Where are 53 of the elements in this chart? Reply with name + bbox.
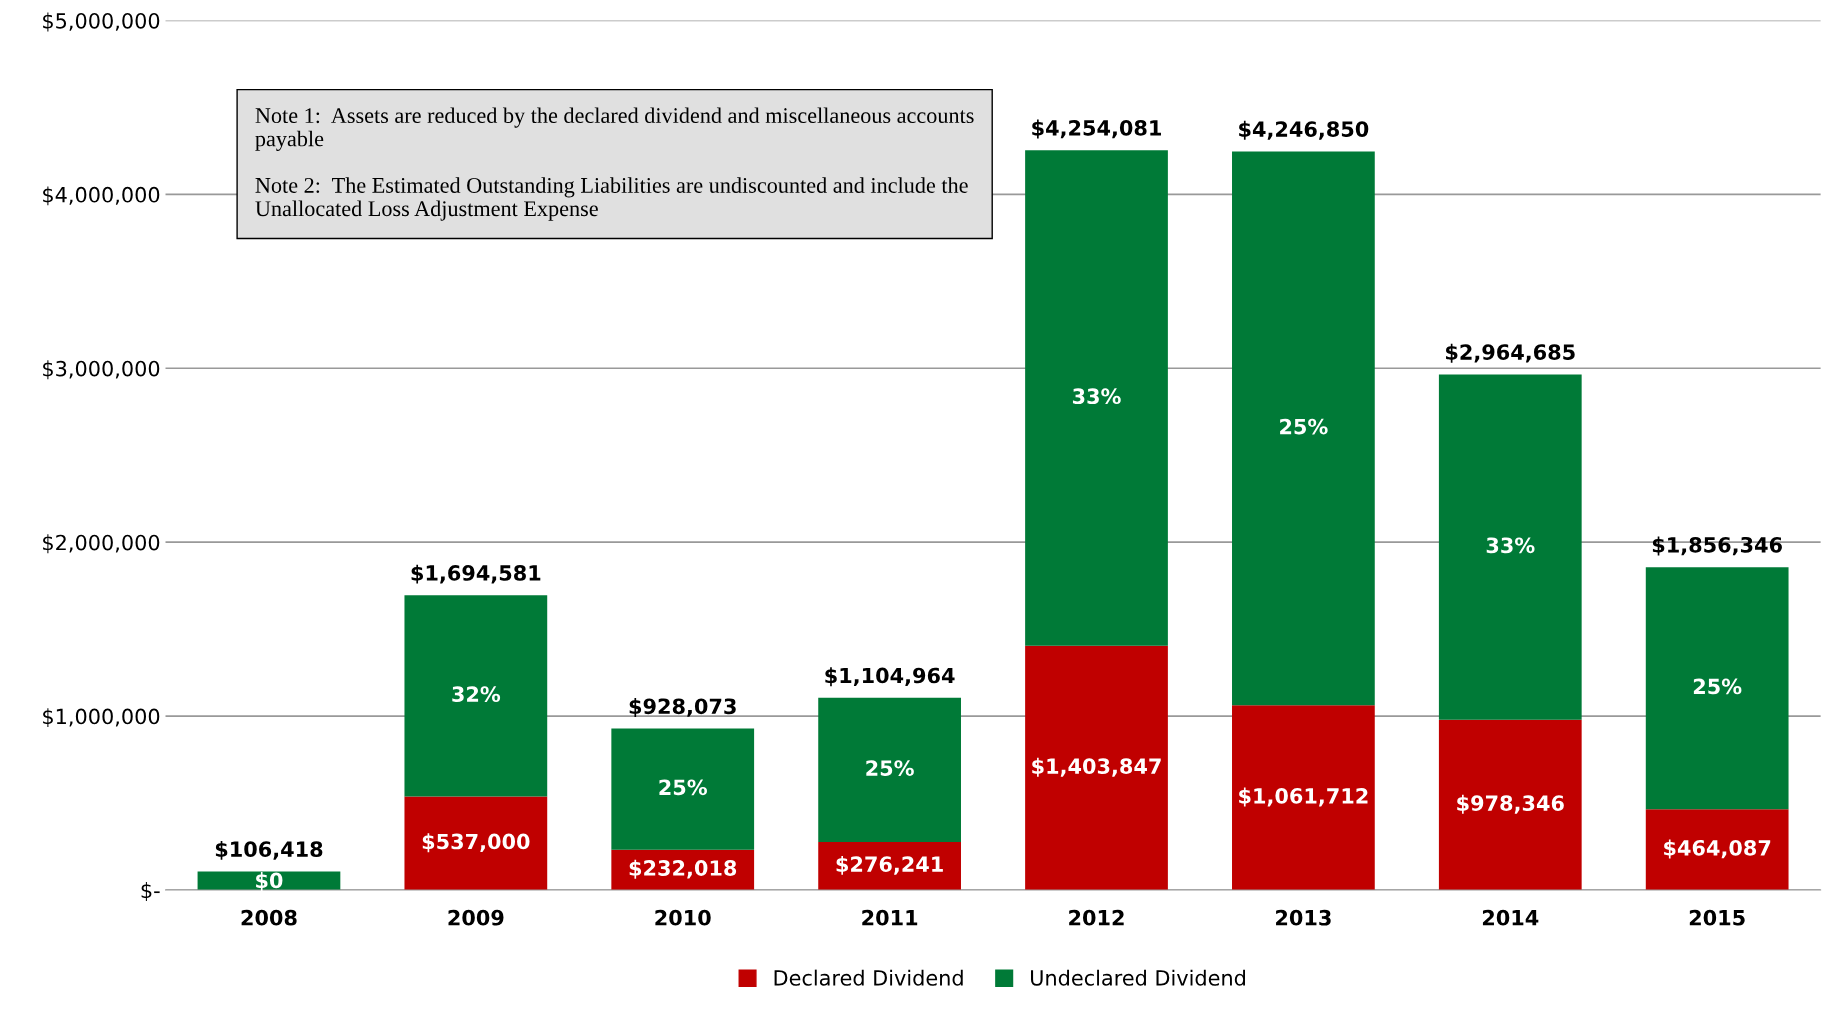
annotation: 33% bbox=[1072, 388, 1121, 405]
data-label: $1,403,847 bbox=[1032, 757, 1161, 777]
data-label: $464,087 bbox=[1664, 839, 1771, 859]
x-tick-label: 2013 bbox=[1276, 909, 1331, 926]
legend-label: Declared Dividend bbox=[774, 969, 963, 986]
data-label: $276,241 bbox=[836, 855, 943, 875]
y-tick-label: $4,000,000 bbox=[43, 186, 160, 206]
x-tick-label: 2011 bbox=[862, 909, 918, 926]
legend-label: Undeclared Dividend bbox=[1031, 969, 1245, 986]
bar bbox=[1438, 719, 1582, 891]
data-label: $1,061,712 bbox=[1239, 787, 1368, 807]
bar bbox=[1645, 567, 1789, 810]
data-label: $978,346 bbox=[1457, 794, 1564, 814]
annotation: Note 1: Assets are reduced by the declared dividend and miscellaneous accounts payable bbox=[255, 107, 974, 151]
total-label: $1,694,581 bbox=[411, 564, 541, 584]
bar bbox=[404, 595, 548, 797]
annotation: 25% bbox=[866, 760, 914, 776]
bar bbox=[404, 796, 548, 891]
total-label: $106,418 bbox=[215, 840, 323, 860]
x-tick-label: 2012 bbox=[1069, 909, 1124, 926]
bar bbox=[611, 728, 755, 850]
x-tick-label: 2009 bbox=[448, 909, 504, 926]
total-label: $928,073 bbox=[629, 698, 736, 717]
bar bbox=[1232, 705, 1375, 891]
bar bbox=[1438, 374, 1582, 720]
bar bbox=[1645, 809, 1789, 891]
data-label: $0 bbox=[256, 872, 283, 891]
total-label: $4,246,850 bbox=[1239, 120, 1369, 140]
annotation: 25% bbox=[659, 779, 707, 796]
x-tick-label: 2008 bbox=[241, 909, 297, 926]
annotation: 25% bbox=[1280, 418, 1328, 435]
x-tick-label: 2014 bbox=[1482, 909, 1539, 926]
annotation: 33% bbox=[1486, 537, 1535, 554]
annotation: 25% bbox=[1693, 678, 1742, 695]
bar bbox=[818, 697, 961, 842]
bar bbox=[1025, 645, 1168, 891]
annotation: Note 2: The Estimated Outstanding Liabilities are undiscounted and include the Unallocated Loss Adjustment Expense bbox=[255, 177, 968, 221]
data-label: $232,018 bbox=[629, 859, 737, 879]
y-tick-label: $3,000,000 bbox=[43, 360, 160, 380]
total-label: $1,104,964 bbox=[825, 667, 955, 687]
y-tick-label: $- bbox=[141, 882, 160, 901]
total-label: $1,856,346 bbox=[1652, 536, 1782, 556]
total-label: $4,254,081 bbox=[1032, 119, 1161, 139]
bar bbox=[1025, 150, 1168, 646]
x-tick-label: 2015 bbox=[1689, 909, 1745, 926]
total-label: $2,964,685 bbox=[1446, 343, 1575, 363]
annotation: 32% bbox=[452, 686, 501, 703]
y-tick-label: $5,000,000 bbox=[43, 12, 160, 32]
y-tick-label: $1,000,000 bbox=[43, 708, 160, 728]
data-label: $537,000 bbox=[422, 833, 530, 853]
y-tick-label: $2,000,000 bbox=[43, 534, 160, 554]
bar bbox=[1232, 151, 1375, 706]
x-tick-label: 2010 bbox=[655, 909, 711, 926]
